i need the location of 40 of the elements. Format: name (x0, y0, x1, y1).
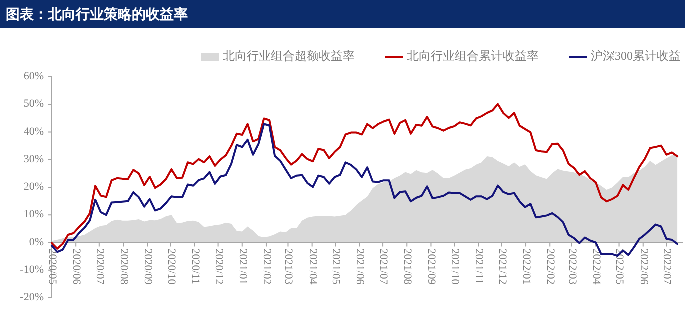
x-tick-label: 2020/12 (212, 248, 225, 285)
x-tick-label: 2021/06 (354, 248, 366, 286)
x-tick-label: 2021/01 (236, 248, 249, 285)
x-tick-label: 2021/10 (449, 248, 462, 286)
y-tick-label: -10% (20, 264, 44, 276)
x-tick-label: 2020/06 (70, 248, 83, 286)
x-tick-label: 2021/11 (473, 248, 486, 284)
x-tick-label: 2020/07 (94, 248, 106, 286)
y-tick-label: 20% (24, 181, 44, 194)
x-tick-label: 2022/02 (544, 248, 557, 285)
legend-label: 北向行业组合累计收益率 (407, 48, 539, 63)
x-tick-label: 2020/08 (118, 248, 130, 286)
x-tick-label: 2022/07 (661, 248, 674, 286)
x-tick-label: 2021/12 (496, 248, 508, 285)
chart-title: 图表：北向行业策略的收益率 (6, 6, 188, 23)
x-tick-label: 2022/06 (638, 248, 650, 286)
x-tick-label: 2021/08 (402, 248, 414, 286)
y-tick-label: 0% (29, 236, 44, 248)
y-tick-label: -20% (20, 292, 44, 304)
x-tick-label: 2020/09 (142, 248, 154, 286)
y-tick-label: 10% (24, 208, 44, 221)
x-tick-label: 2021/03 (282, 248, 295, 286)
y-tick-label: 60% (24, 70, 44, 83)
x-tick-label: 2021/04 (306, 248, 319, 286)
x-tick-label: 2021/09 (426, 248, 438, 286)
y-tick-label: 50% (24, 98, 44, 110)
y-tick-label: 30% (24, 153, 44, 166)
line-series (51, 103, 679, 250)
x-tick-label: 2021/02 (260, 248, 273, 285)
y-tick-label: 40% (24, 126, 44, 138)
x-tick-label: 2020/10 (165, 248, 178, 286)
x-tick-label: 2021/07 (378, 248, 390, 286)
x-tick-label: 2022/01 (520, 248, 532, 285)
x-tick-label: 2022/03 (566, 248, 578, 286)
legend-label: 北向行业组合超额收益率 (223, 48, 355, 63)
x-tick-label: 2020/11 (189, 248, 202, 284)
x-tick-label: 2020/05 (46, 248, 58, 286)
x-tick-label: 2021/05 (330, 248, 342, 286)
legend-label: 沪深300累计收益 (591, 48, 681, 63)
x-tick-label: 2022/04 (590, 248, 602, 286)
